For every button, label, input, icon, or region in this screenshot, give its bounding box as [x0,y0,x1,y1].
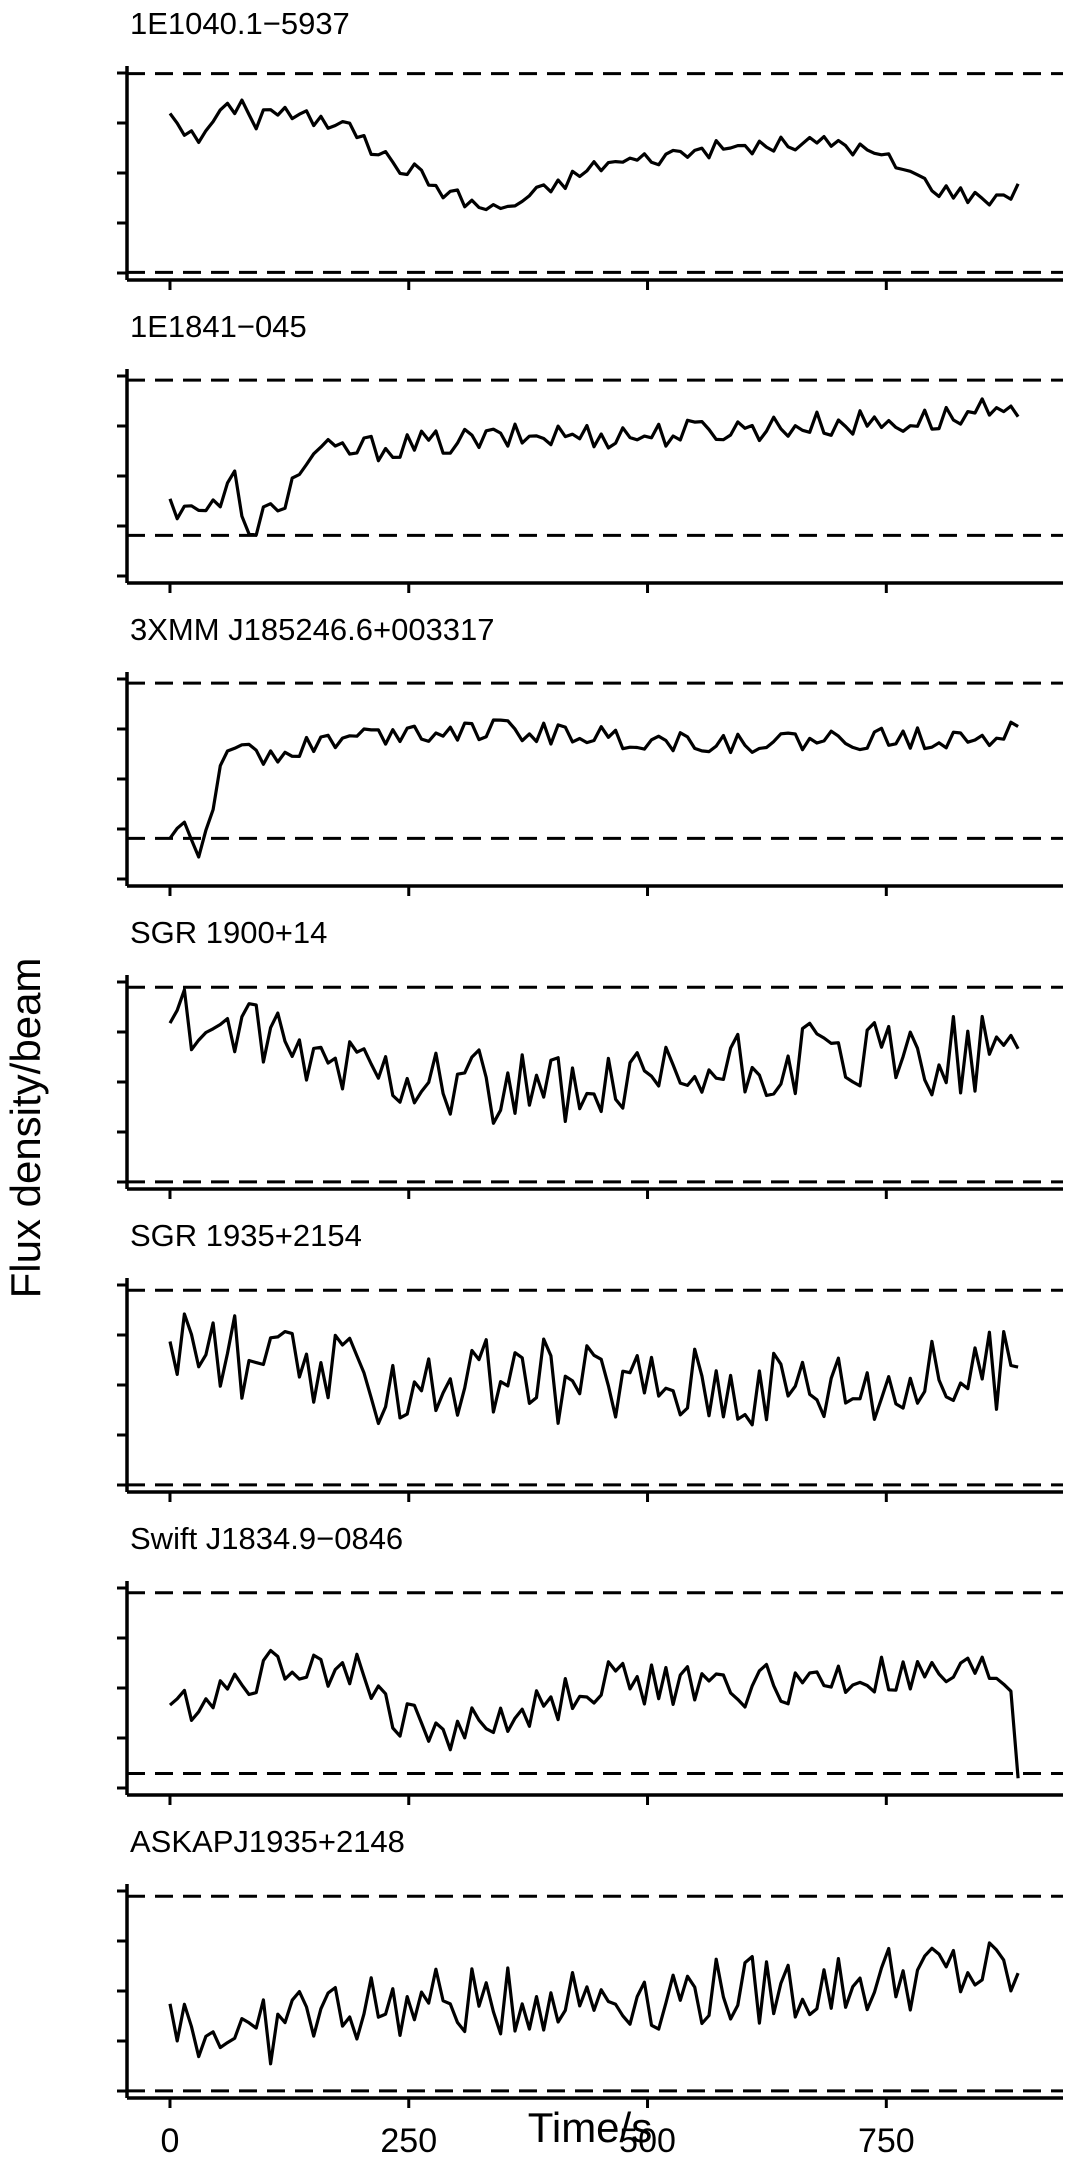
panel-title: 1E1841−045 [130,309,307,344]
panel-6: Swift J1834.9−0846 [117,1521,1063,1805]
x-tick-label: 250 [380,2122,437,2159]
series-line [168,98,1020,212]
series-line [168,1648,1020,1779]
panel-title: Swift J1834.9−0846 [130,1521,403,1556]
panels: 1E1040.1−5937 1E1841−045 3XMM J185246.6+00… [117,6,1063,2159]
panel-title: SGR 1935+2154 [130,1218,362,1253]
x-tick-label: 0 [161,2122,180,2159]
y-axis-title: Flux density/beam [2,958,49,1299]
series-line [168,1312,1019,1427]
panel-title: SGR 1900+14 [130,915,327,950]
x-tick-label: 500 [619,2122,676,2159]
panel-title: 3XMM J185246.6+003317 [130,612,495,647]
panel-1: 1E1040.1−5937 [117,6,1063,290]
series-line [168,1941,1020,2066]
series-line [168,397,1020,537]
panel-title: ASKAPJ1935+2148 [130,1824,405,1859]
panel-title: 1E1040.1−5937 [130,6,350,41]
panel-5: SGR 1935+2154 [117,1218,1063,1502]
x-axis-title: Time/s [528,2104,652,2151]
x-tick-label: 750 [858,2122,915,2159]
panel-4: SGR 1900+14 [117,915,1063,1199]
panel-2: 1E1841−045 [117,309,1063,593]
panel-3: 3XMM J185246.6+003317 [117,612,1063,896]
series-line [168,718,1019,859]
series-line [168,988,1020,1125]
panel-7: ASKAPJ1935+2148 [117,1824,1063,2108]
